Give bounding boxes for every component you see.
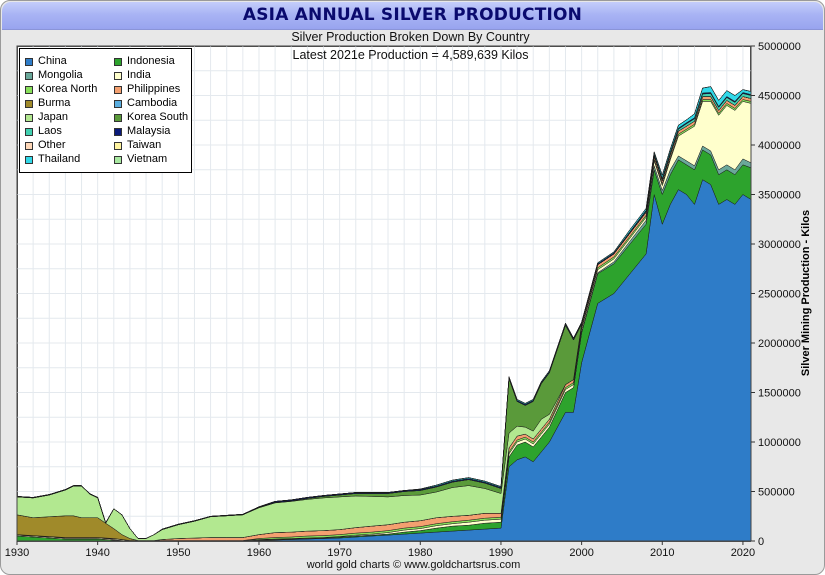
legend-swatch xyxy=(25,86,33,94)
y-tick-label: 5000000 xyxy=(758,41,801,53)
legend-swatch xyxy=(25,142,33,150)
legend-label: Philippines xyxy=(127,83,181,95)
title-bar: ASIA ANNUAL SILVER PRODUCTION xyxy=(2,2,823,30)
legend-swatch xyxy=(25,114,33,122)
x-tick-label: 2000 xyxy=(569,547,593,559)
x-tick-label: 2020 xyxy=(731,547,755,559)
chart-title: ASIA ANNUAL SILVER PRODUCTION xyxy=(242,5,583,25)
legend-swatch xyxy=(114,114,122,122)
y-tick-label: 4500000 xyxy=(758,91,801,103)
y-axis-label: Silver Mining Production - Kilos xyxy=(800,209,812,377)
legend-swatch xyxy=(25,72,33,80)
legend-swatch xyxy=(25,128,33,136)
y-tick-label: 3000000 xyxy=(758,239,801,251)
legend-label: Indonesia xyxy=(127,55,175,67)
y-tick-label: 500000 xyxy=(758,487,795,499)
legend-label: Cambodia xyxy=(127,97,178,109)
x-tick-label: 1950 xyxy=(166,547,190,559)
legend-label: Laos xyxy=(38,125,62,137)
legend-label: Taiwan xyxy=(127,139,162,151)
legend-swatch xyxy=(114,86,122,94)
x-tick-label: 1970 xyxy=(327,547,351,559)
legend-label: India xyxy=(127,69,151,81)
x-tick-label: 1990 xyxy=(489,547,513,559)
legend-label: China xyxy=(38,55,67,67)
legend-swatch xyxy=(114,58,122,66)
y-tick-label: 3500000 xyxy=(758,190,801,202)
legend-swatch xyxy=(114,128,122,136)
chart-subtitle: Silver Production Broken Down By Country xyxy=(291,30,530,44)
legend-swatch xyxy=(25,156,33,164)
x-tick-label: 1940 xyxy=(85,547,109,559)
legend-swatch xyxy=(25,58,33,66)
y-tick-label: 4000000 xyxy=(758,140,801,152)
legend-label: Korea South xyxy=(127,111,189,123)
y-tick-label: 2000000 xyxy=(758,338,801,350)
legend-label: Japan xyxy=(38,111,68,123)
legend-swatch xyxy=(114,142,122,150)
legend-label: Vietnam xyxy=(127,153,168,165)
legend-swatch xyxy=(114,156,122,164)
y-tick-label: 1500000 xyxy=(758,388,801,400)
chart-subtitle-latest: Latest 2021e Production = 4,589,639 Kilo… xyxy=(292,48,529,62)
legend-swatch xyxy=(114,100,122,108)
legend-swatch xyxy=(114,72,122,80)
x-tick-label: 1960 xyxy=(247,547,271,559)
legend: China Indonesia Mongolia India Korea North Ph… xyxy=(19,48,192,173)
x-tick-label: 2010 xyxy=(650,547,674,559)
legend-swatch xyxy=(25,100,33,108)
x-tick-label: 1930 xyxy=(5,547,29,559)
legend-label: Burma xyxy=(38,97,71,109)
legend-label: Other xyxy=(38,139,66,151)
y-tick-label: 2500000 xyxy=(758,289,801,301)
legend-label: Mongolia xyxy=(38,69,83,81)
credit-text: world gold charts © www.goldchartsrus.co… xyxy=(306,559,521,571)
legend-label: Malaysia xyxy=(127,125,171,137)
legend-label: Thailand xyxy=(38,153,81,165)
y-tick-label: 1000000 xyxy=(758,437,801,449)
x-tick-label: 1980 xyxy=(408,547,432,559)
legend-label: Korea North xyxy=(38,83,98,95)
y-tick-label: 0 xyxy=(758,536,764,548)
